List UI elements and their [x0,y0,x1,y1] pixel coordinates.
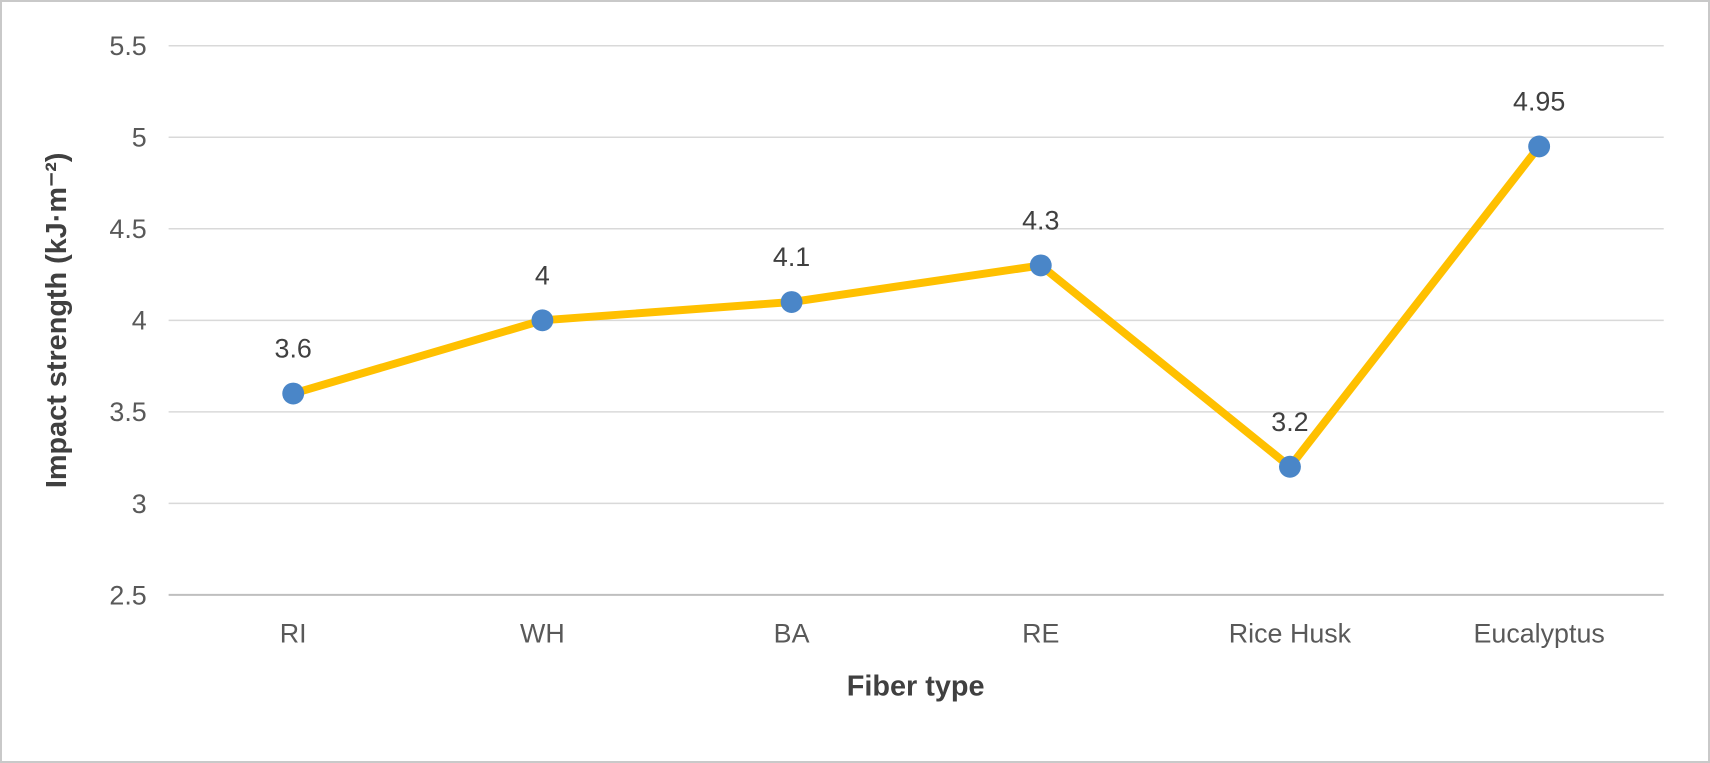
y-tick-label: 4 [132,306,147,336]
y-tick-label: 4.5 [109,214,146,244]
x-category-label: Eucalyptus [1473,619,1604,649]
y-tick-label: 3 [132,489,147,519]
x-category-label: RE [1022,619,1059,649]
y-axis-title: Impact strength (kJ·m⁻²) [41,153,73,489]
data-point-marker [531,309,554,332]
y-tick-label: 3.5 [109,397,146,427]
chart-render-target: 2.5 3 3.5 4 4.5 5 5.5 RI WH BA RE Rice Husk Eucalypt… [109,31,1664,649]
data-point-label: 3.6 [275,334,312,364]
x-category-label: RI [280,619,307,649]
y-tick-label: 5 [132,123,147,153]
x-category-label: WH [520,619,565,649]
data-point-marker [780,291,803,313]
data-point-label: 4.1 [773,242,810,272]
data-point-marker [1029,254,1052,277]
data-point-label: 3.2 [1271,407,1308,437]
y-tick-label: 5.5 [109,31,146,61]
series-line [289,142,1544,471]
x-category-label: BA [774,619,810,649]
data-point-label: 4.95 [1513,87,1565,117]
x-category-label: Rice Husk [1229,619,1352,649]
data-point-marker [1279,455,1301,478]
data-point-label: 4 [535,261,550,291]
data-point-marker [282,382,305,405]
y-tick-label: 2.5 [109,580,146,610]
x-axis-title: Fiber type [847,670,985,702]
data-point-marker [1528,135,1551,158]
data-point-label: 4.3 [1022,206,1059,236]
